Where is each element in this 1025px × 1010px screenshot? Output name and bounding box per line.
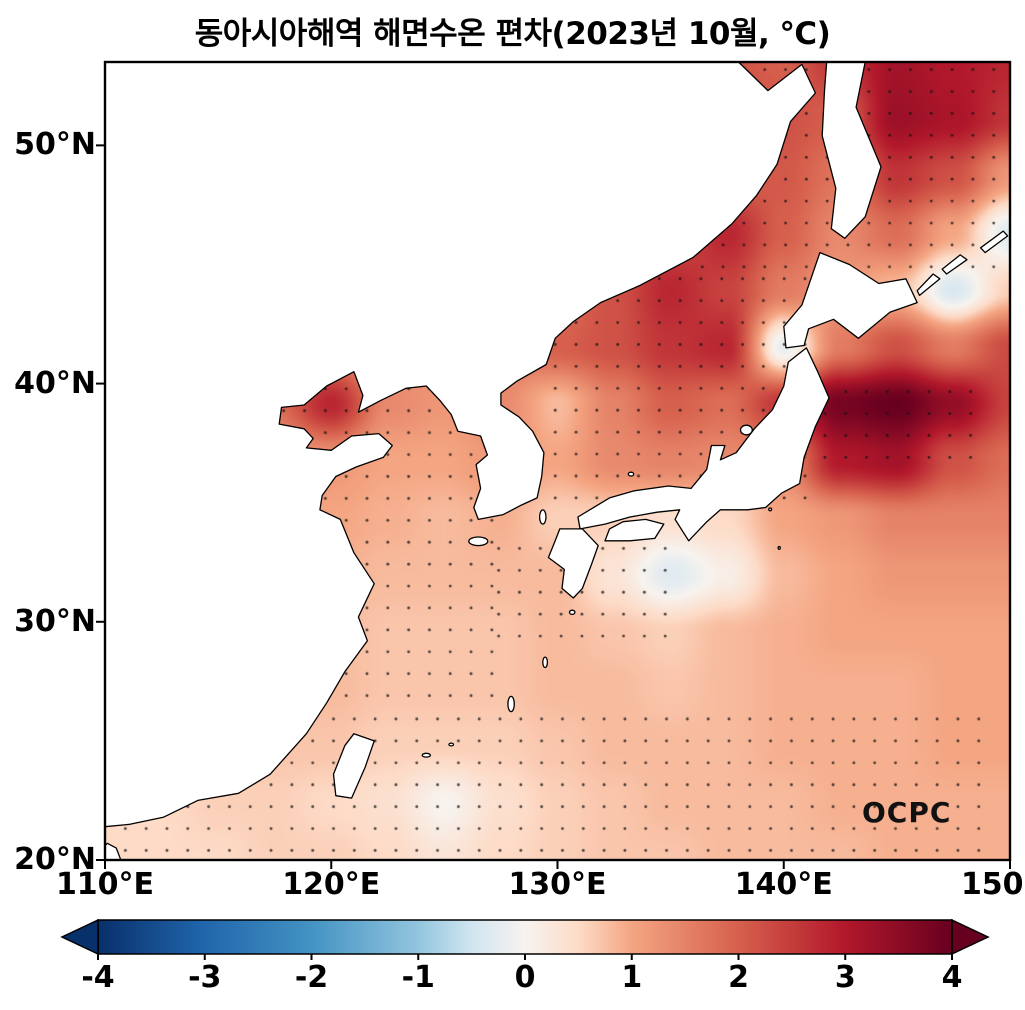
lon-tick-label: 140°E bbox=[734, 867, 833, 902]
colorbar-tick-label: -3 bbox=[188, 960, 222, 995]
lat-tick-label: 30°N bbox=[14, 603, 96, 639]
colorbar-left-arrow bbox=[60, 918, 99, 956]
lon-tick-label: 110°E bbox=[55, 867, 155, 902]
colorbar-tick-label: 2 bbox=[728, 960, 749, 995]
colorbar-right-arrow bbox=[951, 918, 990, 956]
colorbar-tick-label: -4 bbox=[81, 960, 115, 995]
lat-tick-label: 20°N bbox=[14, 842, 96, 877]
chart-title: 동아시아해역 해면수온 편차(2023년 10월, ℃) bbox=[194, 16, 831, 52]
lon-tick-label: 130°E bbox=[508, 867, 607, 902]
colorbar bbox=[60, 918, 990, 960]
colorbar-tick-label: 0 bbox=[514, 960, 536, 995]
colorbar-tick-label: 1 bbox=[621, 960, 643, 995]
lat-tick-label: 40°N bbox=[14, 365, 96, 401]
lat-tick-label: 50°N bbox=[14, 127, 96, 163]
colorbar-tick-label: 4 bbox=[941, 960, 963, 995]
lon-tick-label: 150°E bbox=[960, 867, 1025, 902]
colorbar-labels: -4 -3 -2 -1 0 1 2 3 4 bbox=[0, 958, 1025, 1003]
colorbar-tick-label: -1 bbox=[401, 960, 435, 995]
colorbar-tick-label: 3 bbox=[834, 960, 856, 995]
colorbar-gradient bbox=[97, 919, 953, 955]
lon-tick-label: 120°E bbox=[282, 867, 381, 902]
sst-heatmap-canvas bbox=[105, 62, 1010, 860]
colorbar-tick-label: -2 bbox=[294, 960, 329, 995]
ocpc-logo: OCPC bbox=[862, 796, 952, 829]
lon-axis: 110°E 120°E 130°E 140°E 150°E bbox=[0, 866, 1025, 906]
